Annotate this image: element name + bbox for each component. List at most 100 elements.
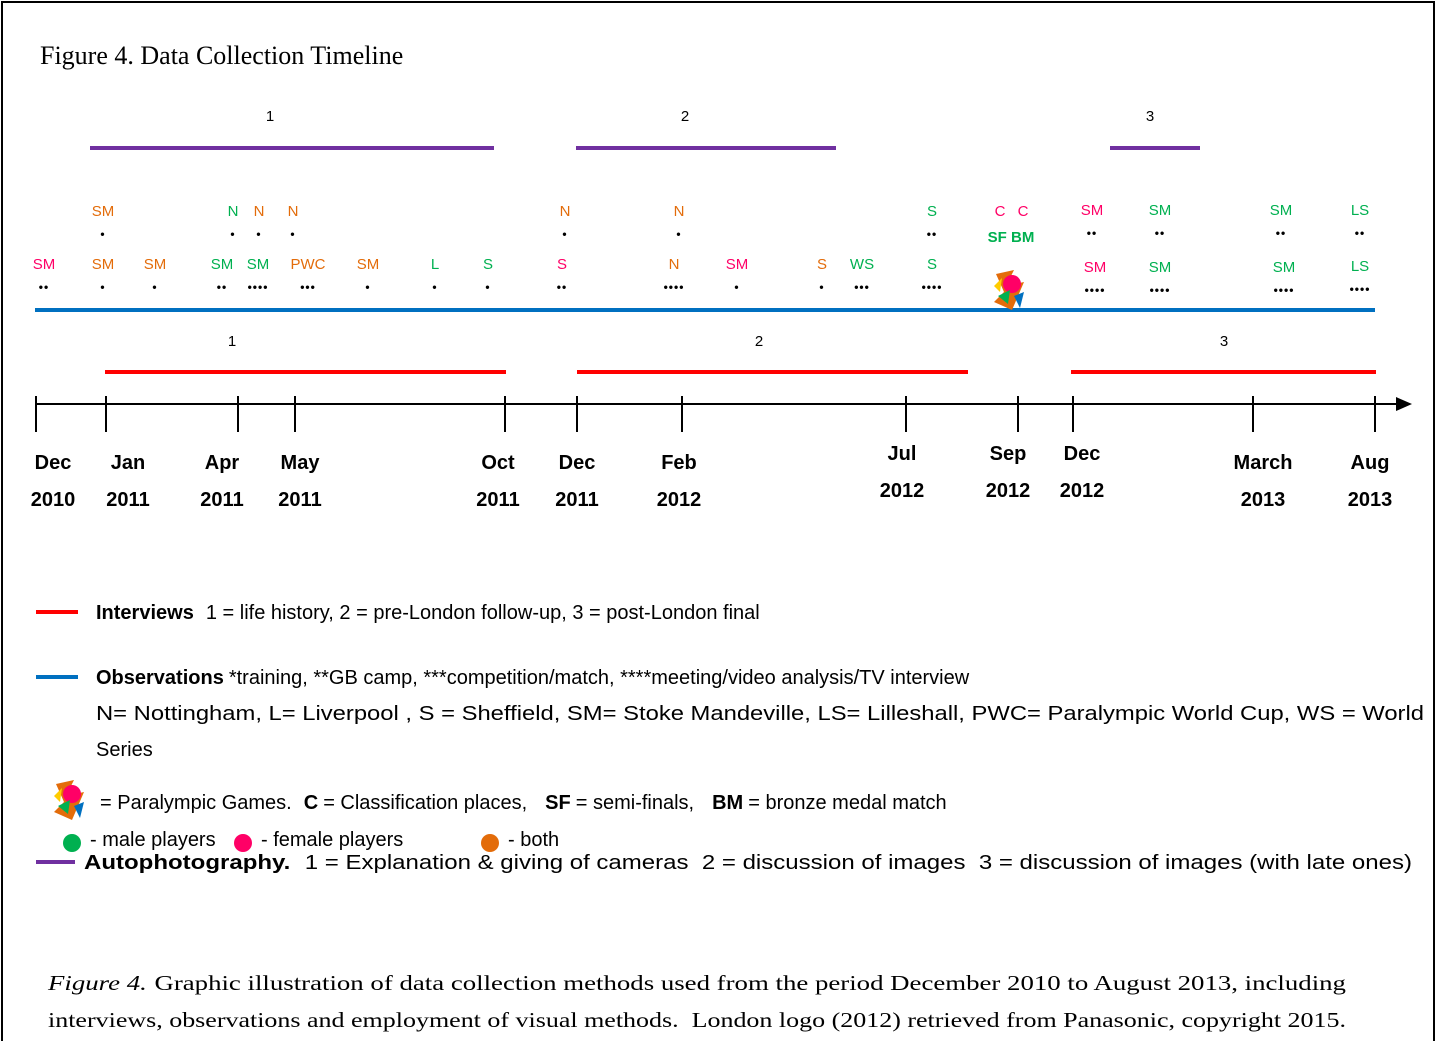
observation-label: S — [557, 256, 567, 273]
observation-dots: • — [152, 280, 157, 294]
observation-dots: • — [562, 227, 567, 241]
observation-dots: •• — [1355, 226, 1365, 240]
observation-label: N — [674, 203, 685, 220]
observation-dots: ••• — [300, 280, 316, 294]
legend-group-swatch — [481, 834, 499, 852]
observation-dots: •• — [39, 280, 49, 294]
timeline-arrow — [1396, 397, 1412, 411]
date-year: 2013 — [1348, 489, 1393, 511]
observation-label: SM — [144, 256, 167, 273]
observation-label: SM — [1084, 259, 1107, 276]
observation-label: SM — [33, 256, 56, 273]
legend-observations-places: N= Nottingham, L= Liverpool , S = Sheffi… — [96, 703, 1424, 725]
observation-dots: •• — [557, 280, 567, 294]
observation-dots: • — [290, 227, 295, 241]
date-year: 2012 — [986, 480, 1031, 502]
text-part: Observations — [96, 667, 224, 689]
legend-group-text: - male players — [90, 829, 216, 851]
observation-dots: • — [432, 280, 437, 294]
observation-dots: • — [100, 280, 105, 294]
text-part: Graphic illustration of data collection … — [154, 971, 1346, 995]
text-part: Interviews — [96, 602, 194, 624]
observation-dots: •• — [927, 227, 937, 241]
legend-observations: Observations *training, **GB camp, ***com… — [96, 667, 970, 689]
observation-label: SM — [92, 203, 115, 220]
observation-dots: •••• — [1350, 282, 1371, 296]
date-year: 2011 — [555, 489, 598, 511]
text-part: 1 = Explanation & giving of cameras 2 = … — [305, 852, 1412, 874]
title: Figure 4. Data Collection Timeline — [40, 41, 403, 70]
text-part: SF — [545, 792, 571, 814]
legend-observations-places: Series — [96, 739, 153, 761]
interview-phase: 1 — [228, 333, 236, 350]
observation-dots: • — [485, 280, 490, 294]
observation-label: SM — [247, 256, 270, 273]
observation-label: S — [483, 256, 493, 273]
legend-games: = Paralympic Games. C = Classification pla… — [100, 792, 947, 814]
text-part: = Paralympic Games. — [100, 792, 292, 814]
legend-group-text: - female players — [261, 829, 403, 851]
observation-dots: • — [734, 280, 739, 294]
date-year: 2011 — [200, 489, 243, 511]
autophotography-phase: 2 — [681, 108, 689, 125]
text-part: Figure 4. — [47, 971, 147, 995]
date-month: Aug — [1351, 452, 1390, 474]
observation-dots: • — [676, 227, 681, 241]
date-month: March — [1234, 452, 1293, 474]
text-part: = bronze medal match — [748, 792, 946, 814]
text-part: BM — [712, 792, 743, 814]
observation-label: SM — [726, 256, 749, 273]
observation-dots: •••• — [922, 280, 943, 294]
observation-label: N — [288, 203, 299, 220]
date-month: May — [281, 452, 321, 474]
date-month: Feb — [661, 452, 697, 474]
observation-label: SM — [1081, 202, 1104, 219]
caption-line: interviews, observations and employment … — [48, 1008, 1346, 1032]
observation-dots: • — [230, 227, 235, 241]
text-part: *training, **GB camp, ***competition/mat… — [229, 667, 970, 689]
observation-label: SM — [211, 256, 234, 273]
text-part: Autophotography. — [84, 852, 290, 874]
date-month: Apr — [205, 452, 240, 474]
observation-label: S — [817, 256, 827, 273]
date-year: 2013 — [1241, 489, 1286, 511]
observation-dots: •••• — [664, 280, 685, 294]
observation-dots: •••• — [1150, 283, 1171, 297]
text-part: C — [304, 792, 318, 814]
date-year: 2012 — [1060, 480, 1105, 502]
observation-label: S — [927, 203, 937, 220]
legend-group-swatch — [234, 834, 252, 852]
date-year: 2012 — [880, 480, 925, 502]
text-part: = Classification places, — [323, 792, 527, 814]
text-part: = semi-finals, — [576, 792, 694, 814]
observation-dots: •••• — [1274, 283, 1295, 297]
observation-dots: ••• — [854, 280, 870, 294]
observation-dots: •• — [217, 280, 227, 294]
date-year: 2010 — [31, 489, 76, 511]
interview-phase: 2 — [755, 333, 763, 350]
date-month: Dec — [35, 452, 72, 474]
date-year: 2011 — [106, 489, 149, 511]
paralympic-logo-legend — [54, 780, 84, 820]
observation-label: SM — [1270, 202, 1293, 219]
date-month: Oct — [481, 452, 515, 474]
observation-label: SM — [1149, 202, 1172, 219]
date-month: Jan — [111, 452, 145, 474]
date-year: 2011 — [476, 489, 519, 511]
observation-label: SM — [1149, 259, 1172, 276]
caption-line: Figure 4. Graphic illustration of data co… — [47, 971, 1347, 995]
observation-label: S — [927, 256, 937, 273]
text-part: 1 = life history, 2 = pre-London follow-… — [206, 602, 760, 624]
observation-dots: • — [819, 280, 824, 294]
observation-label: PWC — [291, 256, 326, 273]
observation-label: SM — [1273, 259, 1296, 276]
observation-label: N — [560, 203, 571, 220]
observation-label: N — [669, 256, 680, 273]
date-month: Dec — [1064, 443, 1101, 465]
legend-interviews: Interviews 1 = life history, 2 = pre-Lond… — [96, 602, 760, 624]
observation-dots: •• — [1087, 226, 1097, 240]
observation-label: SM — [92, 256, 115, 273]
observation-label: LS — [1351, 258, 1369, 275]
